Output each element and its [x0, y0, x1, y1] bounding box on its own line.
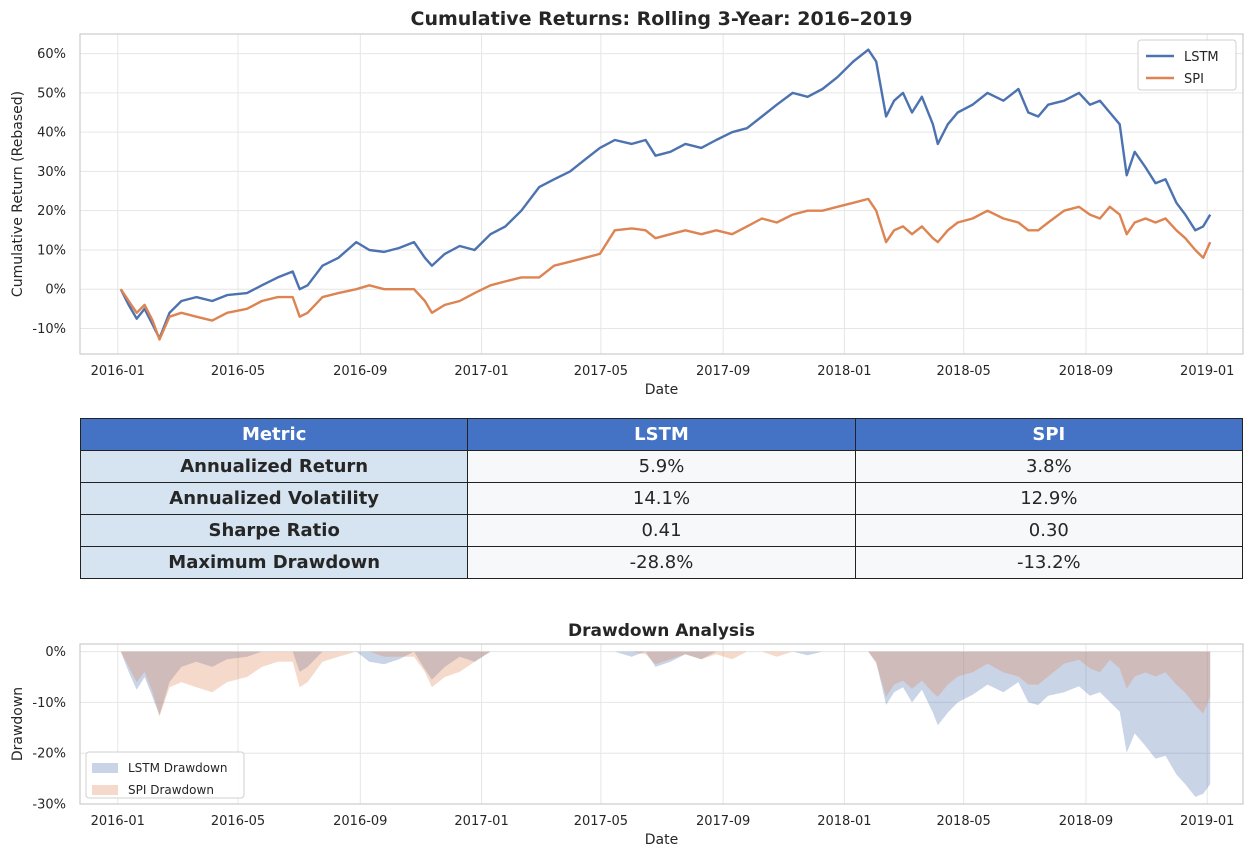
- y-tick-label: -10%: [32, 322, 66, 337]
- table-header-lstm: LSTM: [467, 418, 856, 451]
- legend-swatch: [92, 763, 118, 773]
- x-tick-label: 2019-01: [1180, 364, 1234, 379]
- y-tick-label: 30%: [37, 165, 66, 180]
- y-tick-label: 20%: [37, 204, 66, 219]
- x-tick-label: 2016-05: [211, 364, 265, 379]
- x-axis-ticks: 2016-01 2016-05 2016-09 2017-01 2017-05 2017-…: [91, 364, 1235, 379]
- x-tick-label: 2018-09: [1059, 814, 1113, 829]
- y-axis-ticks: -10% 0% 10% 20% 30% 40% 50% 60%: [32, 47, 66, 337]
- y-tick-label: 60%: [37, 47, 66, 62]
- x-tick-label: 2018-01: [817, 364, 871, 379]
- x-tick-label: 2018-05: [937, 814, 991, 829]
- y-axis-ticks: -30% -20% -10% 0%: [32, 645, 66, 812]
- y-tick-label: 0%: [45, 283, 66, 298]
- plot-frame: [79, 643, 1244, 805]
- x-tick-label: 2018-01: [817, 814, 871, 829]
- lstm-value: 0.41: [467, 514, 856, 547]
- legend-box: [85, 751, 245, 799]
- x-tick-label: 2018-09: [1059, 364, 1113, 379]
- x-axis-label: Date: [645, 382, 678, 398]
- x-tick-label: 2017-09: [696, 814, 750, 829]
- x-tick-label: 2016-01: [91, 814, 145, 829]
- drawdown-area-lstm: [120, 651, 1211, 797]
- legend: LSTM Drawdown SPI Drawdown: [85, 751, 245, 799]
- x-axis-ticks: 2016-01 2016-05 2016-09 2017-01 2017-05 2017-…: [91, 814, 1235, 829]
- metric-name: Annualized Return: [79, 450, 469, 483]
- x-tick-label: 2019-01: [1180, 814, 1234, 829]
- spi-value: -13.2%: [854, 546, 1244, 579]
- plot-area: [120, 651, 1211, 797]
- x-tick-label: 2016-09: [333, 364, 387, 379]
- table-row: Maximum Drawdown -28.8% -13.2%: [79, 546, 1244, 579]
- table-header-metric: Metric: [79, 418, 469, 451]
- series-line-spi: [119, 197, 1212, 341]
- lstm-value: 14.1%: [467, 482, 856, 515]
- metrics-table: Metric LSTM SPI Annualized Return 5.9% 3…: [79, 418, 1244, 579]
- table-row: Annualized Volatility 14.1% 12.9%: [79, 482, 1244, 515]
- chart-title: Cumulative Returns: Rolling 3-Year: 2016…: [411, 8, 913, 30]
- x-tick-label: 2018-05: [937, 364, 991, 379]
- y-tick-label: 10%: [37, 243, 66, 258]
- legend-label: LSTM Drawdown: [128, 761, 228, 775]
- lstm-value: 5.9%: [467, 450, 856, 483]
- drawdown-chart: 2016-01 2016-05 2016-09 2017-01 2017-05 2017-…: [10, 621, 1244, 848]
- drawdown-area-spi: [120, 651, 1211, 717]
- legend: LSTM SPI: [1137, 39, 1237, 91]
- table-row: Sharpe Ratio 0.41 0.30: [79, 514, 1244, 547]
- x-tick-label: 2017-01: [454, 814, 508, 829]
- y-tick-label: -30%: [32, 798, 66, 813]
- y-tick-label: 0%: [45, 645, 66, 660]
- x-tick-label: 2016-05: [211, 814, 265, 829]
- legend-label: SPI Drawdown: [128, 783, 214, 797]
- y-axis-label: Drawdown: [10, 687, 26, 761]
- plot-frame: [79, 33, 1244, 355]
- y-tick-label: -20%: [32, 747, 66, 762]
- metric-name: Sharpe Ratio: [79, 514, 469, 547]
- x-axis-label: Date: [645, 832, 678, 848]
- spi-value: 12.9%: [854, 482, 1244, 515]
- plot-area: [119, 48, 1212, 341]
- y-tick-label: 50%: [37, 86, 66, 101]
- table-header-spi: SPI: [854, 418, 1244, 451]
- y-axis-label: Cumulative Return (Rebased): [10, 91, 26, 297]
- table-header-row: Metric LSTM SPI: [79, 418, 1244, 451]
- metric-name: Annualized Volatility: [79, 482, 469, 515]
- x-tick-label: 2016-01: [91, 364, 145, 379]
- legend-label: SPI: [1184, 72, 1204, 87]
- lstm-value: -28.8%: [467, 546, 856, 579]
- legend-label: LSTM: [1184, 50, 1219, 65]
- spi-value: 3.8%: [854, 450, 1244, 483]
- spi-value: 0.30: [854, 514, 1244, 547]
- table-row: Annualized Return 5.9% 3.8%: [79, 450, 1244, 483]
- x-tick-label: 2017-05: [574, 364, 628, 379]
- x-tick-label: 2016-09: [333, 814, 387, 829]
- series-line-lstm: [119, 48, 1212, 340]
- metric-name: Maximum Drawdown: [79, 546, 469, 579]
- cumulative-returns-chart: 2016-01 2016-05 2016-09 2017-01 2017-05 2017-…: [10, 8, 1244, 398]
- y-tick-label: 40%: [37, 126, 66, 141]
- x-tick-label: 2017-09: [696, 364, 750, 379]
- x-tick-label: 2017-05: [574, 814, 628, 829]
- chart-title: Drawdown Analysis: [568, 621, 755, 641]
- x-tick-label: 2017-01: [454, 364, 508, 379]
- legend-swatch: [92, 785, 118, 795]
- grid: [80, 34, 1243, 354]
- y-tick-label: -10%: [32, 696, 66, 711]
